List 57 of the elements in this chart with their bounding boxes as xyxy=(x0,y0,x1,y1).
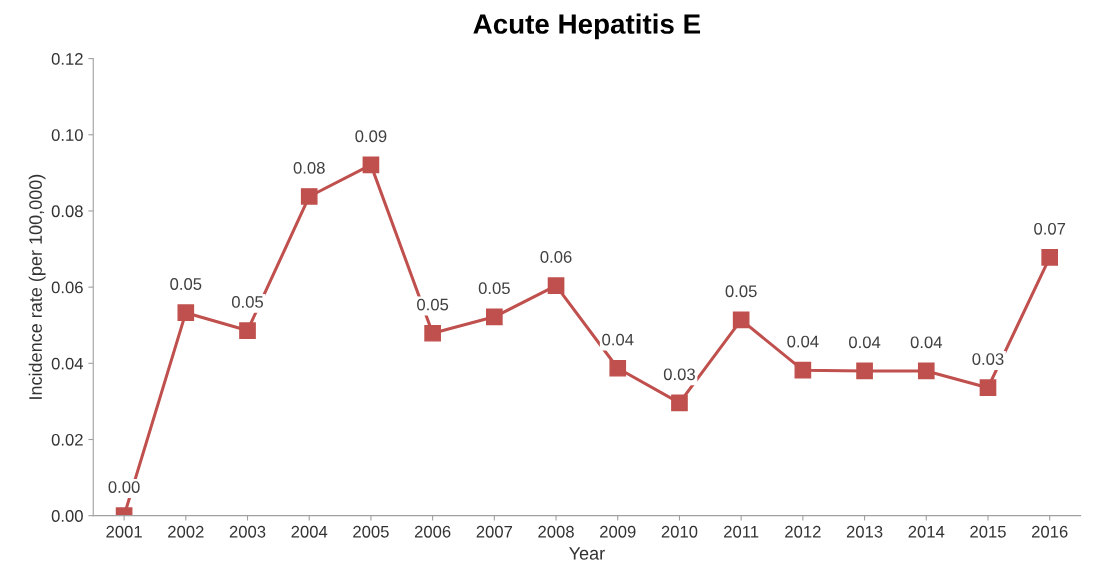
x-axis-title: Year xyxy=(569,547,605,560)
point xyxy=(732,311,750,329)
x-tick-label: 2013 xyxy=(846,525,883,538)
data-label: 0.08 xyxy=(293,161,325,174)
point xyxy=(979,379,997,397)
text: 0.10 xyxy=(51,129,83,141)
x-tick-label: 2008 xyxy=(538,525,574,538)
x-tick-label: 2004 xyxy=(291,525,328,538)
data-label: 0.00 xyxy=(108,481,140,493)
data-label: 0.05 xyxy=(725,285,757,298)
point xyxy=(917,362,935,380)
x-tick-label: 2015 xyxy=(970,525,1006,538)
point xyxy=(1041,249,1059,266)
x-tick-label: 2005 xyxy=(353,525,389,538)
data-label: 0.07 xyxy=(1034,222,1066,235)
x-tick-label: 2007 xyxy=(476,525,513,538)
y-axis-title: Incidence rate (per 100,000) xyxy=(28,174,46,399)
text: 0.08 xyxy=(51,205,83,218)
text: 0.00 xyxy=(51,510,83,522)
point xyxy=(300,188,318,205)
x-tick-label: 2009 xyxy=(600,525,636,538)
x-tick-label: 2012 xyxy=(785,525,821,538)
x-tick-label: 2014 xyxy=(908,525,945,538)
x-tick-label: 2016 xyxy=(1031,525,1068,538)
x-tick-label: 2002 xyxy=(168,525,204,538)
text: 0.12 xyxy=(51,53,83,65)
point xyxy=(856,362,873,380)
point xyxy=(239,322,256,339)
text: 0.02 xyxy=(51,433,83,446)
point xyxy=(177,304,195,321)
point xyxy=(362,156,380,174)
data-label: 0.05 xyxy=(231,296,264,308)
point xyxy=(671,394,688,412)
x-tick-label: 2006 xyxy=(414,525,451,538)
text: 0.04 xyxy=(51,357,84,370)
x-tick-label: 2001 xyxy=(106,525,142,538)
x-tick-label: 2011 xyxy=(724,525,759,538)
x-tick-label: 2010 xyxy=(661,525,698,538)
point xyxy=(486,308,503,326)
point xyxy=(794,361,812,379)
data-label: 0.04 xyxy=(849,336,881,349)
data-label: 0.04 xyxy=(910,336,943,349)
text: 0.06 xyxy=(51,281,83,294)
data-label: 0.04 xyxy=(787,335,819,348)
data-label: 0.06 xyxy=(540,251,572,263)
point xyxy=(424,324,441,342)
data-label: 0.05 xyxy=(417,298,449,311)
x-tick-label: 2003 xyxy=(229,525,266,538)
point xyxy=(609,359,627,377)
data-label: 0.05 xyxy=(170,278,202,290)
data-label: 0.09 xyxy=(355,130,387,143)
point xyxy=(547,277,565,294)
data-label: 0.04 xyxy=(602,333,634,346)
chart-title: Acute Hepatitis E xyxy=(473,13,701,40)
data-label: 0.03 xyxy=(663,368,695,381)
data-label: 0.03 xyxy=(972,353,1004,365)
data-label: 0.05 xyxy=(478,282,510,295)
